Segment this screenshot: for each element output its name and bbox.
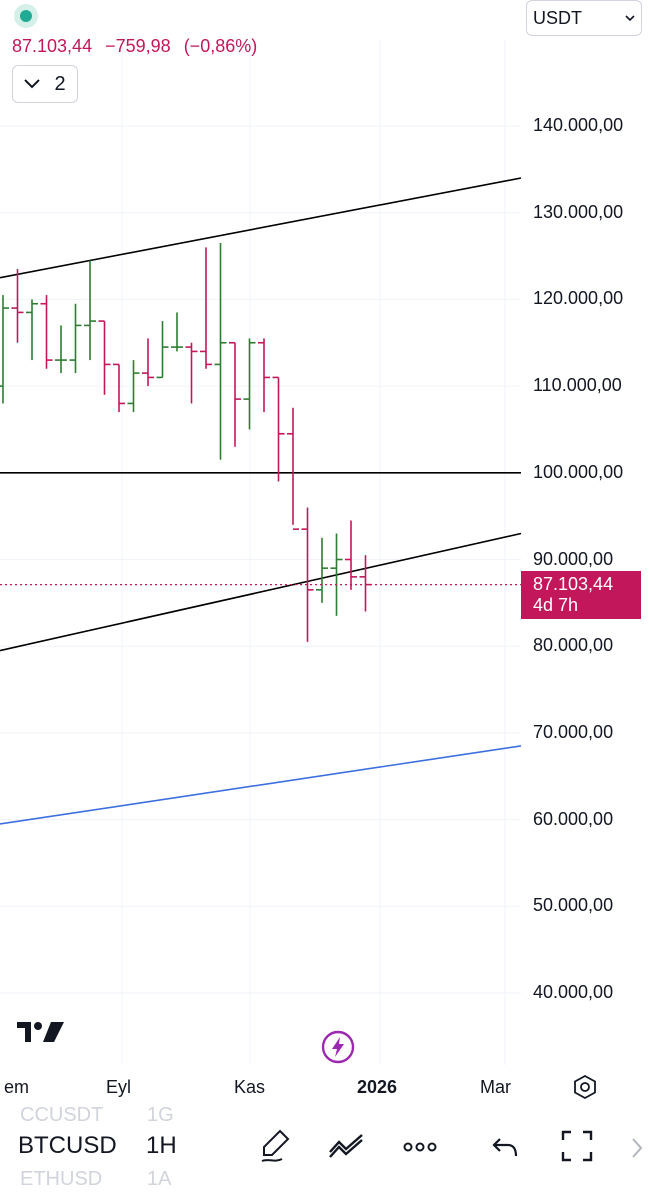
price-axis-label: 140.000,00 xyxy=(533,115,624,135)
symbol-option[interactable]: CCUSDT xyxy=(20,1104,104,1126)
time-axis-label: em xyxy=(4,1077,30,1097)
ohlc-bar xyxy=(40,295,53,369)
settings-icon[interactable] xyxy=(573,1074,597,1100)
ohlc-bar xyxy=(330,533,343,616)
ohlc-bar xyxy=(55,325,67,374)
time-axis-label: Eyl xyxy=(106,1077,132,1097)
ohlc-bar xyxy=(113,363,125,413)
ohlc-bar xyxy=(229,341,241,447)
currency-value: USDT xyxy=(533,7,582,28)
ohlc-bar xyxy=(11,269,24,343)
market-status-dot xyxy=(14,4,38,28)
ohlc-bar xyxy=(214,243,227,460)
price-axis-label: 40.000,00 xyxy=(533,982,614,1002)
ohlc-bar xyxy=(345,520,357,590)
time-axis-label: 2026 xyxy=(357,1077,398,1097)
price-axis-label: 120.000,00 xyxy=(533,288,624,309)
chart-area[interactable] xyxy=(0,0,649,1110)
indicator-count: 2 xyxy=(54,72,66,95)
price-change: −759,98 xyxy=(105,36,171,56)
price-axis-label: 130.000,00 xyxy=(533,201,624,222)
more-icon[interactable] xyxy=(401,1128,439,1164)
trendline-upper-channel xyxy=(0,177,522,279)
ohlc-bar xyxy=(200,247,212,369)
price-axis-label: 50.000,00 xyxy=(533,895,614,916)
ohlc-bar xyxy=(0,295,9,404)
ohlc-bar xyxy=(272,376,285,482)
symbol-selector[interactable]: BTCUSD xyxy=(18,1132,117,1159)
bar-countdown: 4d 7h xyxy=(533,595,579,615)
ohlc-bar xyxy=(185,342,198,404)
interval-option[interactable]: 1G xyxy=(147,1104,174,1126)
symbol-option[interactable]: ETHUSD xyxy=(20,1168,103,1190)
tradingview-logo xyxy=(17,1022,64,1042)
price-axis-label: 100.000,00 xyxy=(533,461,624,482)
trendline-lower-channel xyxy=(0,532,522,652)
chevron-down-icon xyxy=(625,14,635,21)
ohlc-bar xyxy=(26,299,38,361)
time-axis-label: Kas xyxy=(234,1077,266,1097)
interval-selector[interactable]: 1H xyxy=(146,1132,177,1159)
indicators-icon[interactable] xyxy=(327,1128,365,1164)
price-axis-label: 110.000,00 xyxy=(533,375,622,396)
ohlc-bar xyxy=(171,312,183,352)
flash-icon[interactable] xyxy=(321,1030,355,1064)
ohlc-bar xyxy=(258,338,270,413)
fullscreen-icon[interactable] xyxy=(560,1128,594,1164)
last-price: 87.103,44 xyxy=(12,36,93,56)
undo-icon[interactable] xyxy=(490,1128,520,1164)
ohlc-bar xyxy=(243,338,256,430)
trendline-long-term-support xyxy=(0,745,522,825)
brush-icon[interactable] xyxy=(258,1128,292,1164)
price-axis-label: 70.000,00 xyxy=(533,721,614,742)
ohlc-bar xyxy=(98,320,111,395)
currency-select[interactable]: USDT xyxy=(526,0,642,36)
price-axis-label: 90.000,00 xyxy=(533,548,614,569)
ohlc-bar xyxy=(84,260,96,361)
ohlc-bar xyxy=(142,338,154,387)
ohlc-bar xyxy=(301,507,314,642)
time-axis-label: Mar xyxy=(480,1077,511,1097)
ohlc-bar xyxy=(156,321,169,379)
price-change-percent: (−0,86%) xyxy=(183,36,258,56)
price-axis-label: 80.000,00 xyxy=(533,635,614,656)
ohlc-bar xyxy=(359,555,372,612)
ohlc-bar xyxy=(287,407,299,530)
ohlc-bar xyxy=(69,303,82,374)
chevron-right-icon[interactable] xyxy=(630,1136,644,1160)
price-axis-label: 60.000,00 xyxy=(533,808,614,829)
price-summary: 87.103,44 −759,98 (−0,86%) xyxy=(12,36,257,57)
current-price-tag: 87.103,44 4d 7h xyxy=(521,571,641,619)
ohlc-bar xyxy=(316,537,328,603)
ohlc-bar xyxy=(127,360,140,413)
current-price-value: 87.103,44 xyxy=(533,574,614,594)
interval-option[interactable]: 1A xyxy=(147,1168,172,1190)
chevron-down-icon xyxy=(24,79,41,89)
collapse-indicators-button[interactable]: 2 xyxy=(12,65,78,103)
